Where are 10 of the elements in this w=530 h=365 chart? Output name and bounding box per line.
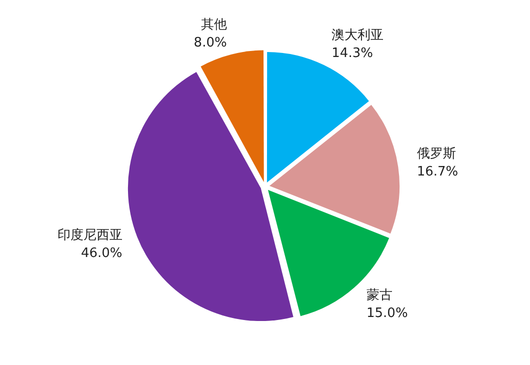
data-label: 16.7% (416, 164, 458, 180)
slice-label: 澳大利亚 (332, 28, 384, 44)
slice-label: 印度尼西亚 (57, 226, 122, 243)
slice-label: 蒙古 (366, 288, 393, 304)
slice-label: 其他 (200, 17, 227, 32)
data-label: 8.0% (194, 35, 227, 50)
data-label: 46.0% (80, 246, 122, 261)
data-label: 15.0% (366, 306, 408, 322)
slice-label: 俄罗斯 (416, 146, 456, 162)
data-label: 14.3% (332, 46, 373, 62)
